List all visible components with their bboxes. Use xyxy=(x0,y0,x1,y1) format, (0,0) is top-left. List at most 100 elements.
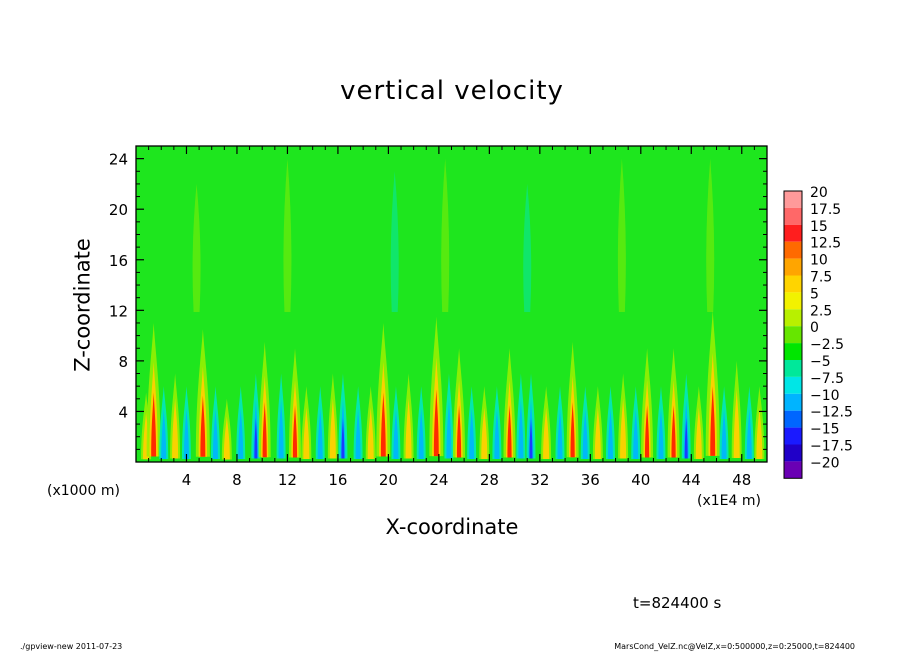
plume-layer xyxy=(341,417,345,459)
colorbar-swatch xyxy=(784,410,802,428)
chart-title: vertical velocity xyxy=(340,76,564,106)
plume-layer xyxy=(278,400,284,459)
plume-layer xyxy=(570,401,575,458)
colorbar-swatch xyxy=(784,258,802,276)
x-axis-unit-left: (x1000 m) xyxy=(47,483,120,499)
plume-layer xyxy=(238,408,244,459)
plume-layer xyxy=(405,398,412,459)
colorbar-label: 2.5 xyxy=(810,303,832,319)
colorbar-swatch xyxy=(784,224,802,242)
colorbar-label: 17.5 xyxy=(810,202,841,218)
plume-layer xyxy=(557,408,563,459)
plume-layer xyxy=(633,408,639,459)
colorbar-swatch xyxy=(784,292,802,310)
plume-layer xyxy=(494,408,500,459)
plume-layer xyxy=(262,401,267,458)
y-tick-label: 20 xyxy=(109,201,128,219)
plume-layer xyxy=(456,405,462,458)
plume-layer xyxy=(594,407,601,459)
colorbar-swatch xyxy=(784,241,802,259)
x-axis-unit-right: (x1E4 m) xyxy=(697,493,761,509)
plume-layer xyxy=(161,408,167,459)
plume-layer xyxy=(684,417,688,459)
y-tick-label: 24 xyxy=(109,151,128,169)
colorbar-label: −7.5 xyxy=(810,371,844,387)
plume-layer xyxy=(213,408,219,459)
plume-layer xyxy=(329,398,336,459)
x-tick-label: 40 xyxy=(631,471,650,489)
plume-layer xyxy=(433,389,439,457)
field-streak xyxy=(706,158,715,312)
plume-layer xyxy=(710,386,716,456)
colorbar-label: 20 xyxy=(810,185,828,201)
x-axis-label: X-coordinate xyxy=(385,515,519,539)
colorbar-label: −15 xyxy=(810,422,840,438)
colorbar-swatch xyxy=(784,275,802,293)
time-label: t=824400 s xyxy=(633,594,722,612)
field-streak xyxy=(617,158,626,312)
colorbar-swatch xyxy=(784,444,802,462)
colorbar-swatch xyxy=(784,461,802,479)
plume-layer xyxy=(367,407,374,459)
colorbar-label: 10 xyxy=(810,253,828,269)
plume-layer xyxy=(733,389,740,458)
x-tick-label: 12 xyxy=(278,471,297,489)
field-streak xyxy=(441,158,450,312)
x-tick-label: 20 xyxy=(379,471,398,489)
plume-layer xyxy=(645,405,650,458)
colorbar-label: 0 xyxy=(810,320,819,336)
plume-layer xyxy=(469,408,475,459)
plume-layer xyxy=(355,408,361,459)
plume-layer xyxy=(183,408,189,459)
colorbar-label: 5 xyxy=(810,286,819,302)
x-tick-label: 48 xyxy=(732,471,751,489)
field-streak xyxy=(192,183,201,312)
colorbar-swatch xyxy=(784,393,802,411)
plume-layer xyxy=(292,405,298,458)
plume-layer xyxy=(671,405,676,458)
field-streak xyxy=(283,158,292,312)
y-tick-label: 16 xyxy=(109,252,128,270)
y-tick-label: 8 xyxy=(118,353,128,371)
plume-layer xyxy=(507,405,512,458)
colorbar-swatch xyxy=(784,376,802,394)
plume-layer xyxy=(254,417,258,459)
y-axis-label: Z-coordinate xyxy=(70,238,95,372)
colorbar-swatch xyxy=(784,343,802,360)
x-tick-label: 4 xyxy=(182,471,192,489)
plume-layer xyxy=(529,417,533,459)
plume-layer xyxy=(543,407,550,459)
plume-layer xyxy=(393,408,399,459)
colorbar-swatch xyxy=(784,207,802,225)
plume-layer xyxy=(418,408,424,459)
plume-layer xyxy=(582,408,588,459)
plume-layer xyxy=(172,398,179,459)
colorbar-label: −10 xyxy=(810,388,840,404)
x-tick-label: 32 xyxy=(530,471,549,489)
x-tick-label: 36 xyxy=(581,471,600,489)
colorbar-frame xyxy=(783,190,803,479)
plume-layer xyxy=(446,400,452,459)
colorbar-label: −17.5 xyxy=(810,439,853,455)
plume-layer xyxy=(151,392,157,457)
colorbar-label: −20 xyxy=(810,455,840,471)
colorbar-label: 15 xyxy=(810,219,828,235)
x-tick-label: 44 xyxy=(682,471,701,489)
velocity-field xyxy=(136,146,767,462)
plume-layer xyxy=(200,395,206,457)
colorbar-swatch xyxy=(784,326,802,344)
plume-layer xyxy=(481,407,488,459)
plume-layer xyxy=(746,408,752,459)
footer-data-source: MarsCond_VelZ.nc@VelZ,x=0:500000,z=0:250… xyxy=(614,642,855,651)
plume-layer xyxy=(303,407,310,459)
plume-layer xyxy=(756,407,763,459)
plume-layer xyxy=(658,408,664,459)
colorbar-swatch xyxy=(784,360,802,377)
colorbar-label: 7.5 xyxy=(810,270,832,286)
field-streak xyxy=(390,171,399,312)
colorbar-swatch xyxy=(784,427,802,445)
x-tick-label: 16 xyxy=(328,471,347,489)
y-tick-label: 4 xyxy=(118,403,128,421)
